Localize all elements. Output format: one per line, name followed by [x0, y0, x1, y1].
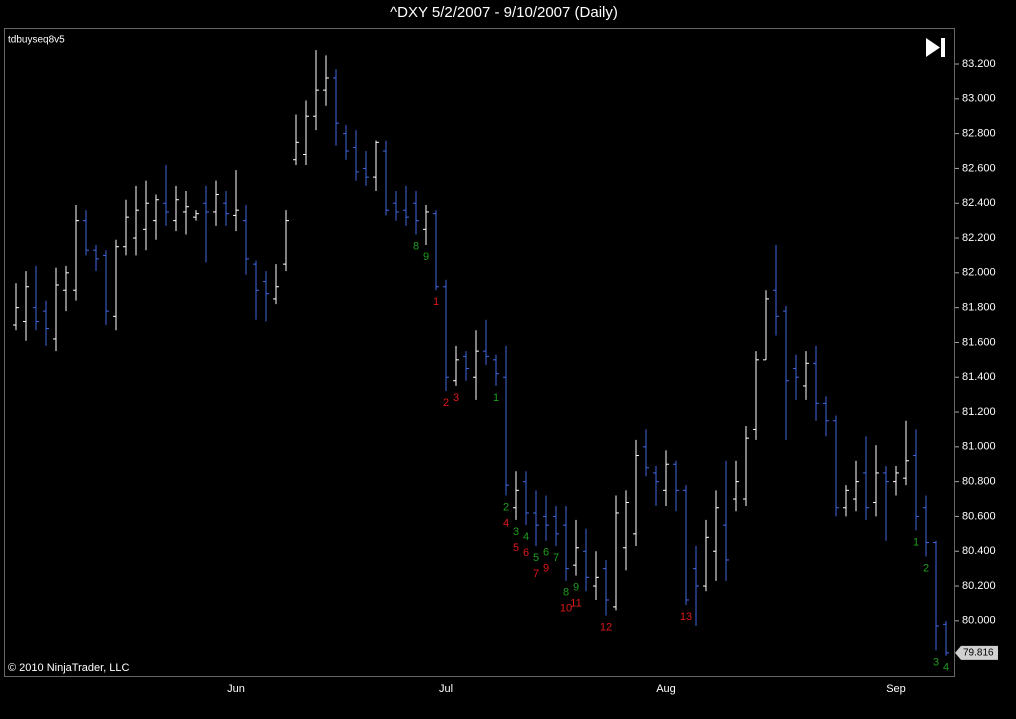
y-tick-label: 80.000	[962, 615, 996, 627]
y-tick-label: 82.200	[962, 232, 996, 244]
td-count-label: 7	[553, 552, 559, 564]
y-tick-label: 81.800	[962, 302, 996, 314]
plot-frame	[4, 28, 955, 677]
y-tick-label: 83.000	[962, 93, 996, 105]
x-tick-label: Jul	[439, 683, 453, 695]
y-tick-label: 80.200	[962, 580, 996, 592]
y-tick-label: 80.800	[962, 476, 996, 488]
y-tick-label: 82.800	[962, 128, 996, 140]
td-count-label: 8	[563, 587, 569, 599]
td-count-label: 3	[453, 392, 459, 404]
y-tick-label: 80.600	[962, 510, 996, 522]
td-count-label: 2	[503, 501, 509, 513]
td-count-label: 4	[503, 517, 509, 529]
y-tick-label: 81.400	[962, 371, 996, 383]
y-tick-label: 81.600	[962, 336, 996, 348]
td-count-label: 8	[413, 240, 419, 252]
x-tick-label: Aug	[656, 683, 676, 695]
copyright: © 2010 NinjaTrader, LLC	[8, 662, 129, 674]
end-bar-icon[interactable]	[941, 38, 945, 57]
last-price-tag	[955, 645, 998, 660]
td-count-label: 1	[493, 392, 499, 404]
y-tick-label: 82.000	[962, 267, 996, 279]
td-count-label: 4	[523, 531, 529, 543]
td-count-label: 13	[680, 611, 692, 623]
td-count-label: 6	[543, 547, 549, 559]
td-count-label: 2	[923, 562, 929, 574]
td-count-label: 5	[533, 552, 539, 564]
y-tick-label: 81.200	[962, 406, 996, 418]
play-icon[interactable]	[926, 38, 940, 57]
td-count-label: 7	[533, 568, 539, 580]
td-count-label: 6	[523, 547, 529, 559]
td-count-label: 2	[443, 397, 449, 409]
y-tick-label: 80.400	[962, 545, 996, 557]
td-count-label: 4	[943, 662, 949, 674]
td-count-label: 3	[933, 656, 939, 668]
last-price-label: 79.816	[963, 647, 994, 658]
x-tick-label: Jun	[227, 683, 245, 695]
td-count-label: 3	[513, 526, 519, 538]
y-tick-label: 83.200	[962, 58, 996, 70]
td-count-label: 1	[433, 296, 439, 308]
td-count-label: 9	[423, 251, 429, 263]
td-count-label: 11	[570, 598, 581, 610]
chart-title: ^DXY 5/2/2007 - 9/10/2007 (Daily)	[390, 4, 618, 21]
td-count-label: 1	[913, 536, 919, 548]
td-count-label: 9	[573, 582, 579, 594]
y-tick-label: 82.600	[962, 162, 996, 174]
y-tick-label: 81.000	[962, 441, 996, 453]
indicator-label: tdbuyseq8v5	[8, 35, 65, 46]
td-count-label: 9	[543, 563, 549, 575]
td-count-label: 10	[560, 603, 572, 615]
td-count-label: 12	[600, 622, 612, 634]
y-tick-label: 82.400	[962, 197, 996, 209]
x-tick-label: Sep	[886, 683, 906, 695]
scroll-end-icon[interactable]	[926, 38, 945, 57]
td-count-label: 5	[513, 542, 519, 554]
